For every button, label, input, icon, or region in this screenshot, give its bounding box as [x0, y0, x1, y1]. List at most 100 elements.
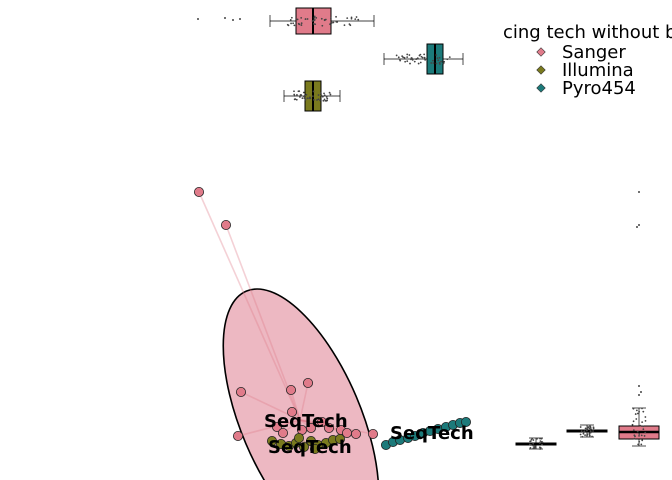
jitter-point: [530, 438, 533, 441]
data-point: [323, 422, 334, 433]
jitter-point: [644, 431, 647, 434]
jitter-point: [592, 426, 595, 429]
jitter-point: [409, 62, 411, 65]
jitter-point: [350, 16, 353, 19]
jitter-point: [410, 57, 413, 60]
jitter-point: [582, 432, 585, 435]
jitter-point: [532, 444, 535, 447]
jitter-point: [335, 15, 337, 18]
jitter-point: [330, 21, 333, 24]
spider-line: [299, 419, 330, 429]
jitter-point: [438, 56, 441, 59]
jitter-point: [643, 435, 646, 437]
jitter-point: [297, 22, 300, 25]
jitter-point: [313, 16, 316, 19]
jitter-point: [641, 439, 644, 442]
jitter-point: [421, 56, 424, 59]
jitter-point: [446, 58, 449, 61]
data-point: [235, 386, 246, 397]
jitter-point: [302, 91, 305, 94]
data-point: [286, 406, 297, 417]
jitter-point: [530, 444, 532, 446]
data-point: [220, 219, 231, 230]
jitter-point: [536, 437, 538, 440]
jitter-point: [415, 58, 417, 61]
top-marginal-boxplots: [197, 7, 464, 112]
jitter-point: [532, 439, 535, 441]
jitter-point: [309, 97, 312, 100]
jitter-point: [424, 58, 427, 61]
jitter-point: [435, 54, 438, 56]
jitter-point: [440, 60, 443, 63]
jitter-point: [640, 434, 643, 437]
spider-line: [290, 389, 301, 421]
data-point: [316, 416, 327, 427]
data-point: [285, 384, 296, 395]
jitter-point: [305, 93, 308, 96]
jitter-point: [304, 98, 307, 101]
jitter-point: [408, 54, 411, 56]
jitter-point: [312, 90, 315, 93]
jitter-point: [354, 18, 357, 20]
data-point: [266, 435, 277, 446]
jitter-point: [316, 99, 318, 101]
jitter-point: [413, 60, 416, 63]
legend: cing tech without b SangerIlluminaPyro45…: [503, 22, 672, 99]
jitter-point: [423, 56, 426, 59]
plot-area: SeqTech SeqTech SeqTech: [193, 186, 474, 480]
jitter-point: [293, 24, 296, 27]
jitter-point: [432, 62, 435, 64]
jitter-point: [295, 98, 298, 101]
jitter-point: [635, 409, 638, 412]
jitter-point: [401, 55, 404, 58]
data-point: [232, 430, 243, 441]
jitter-point: [642, 428, 645, 431]
outlier-point: [638, 191, 640, 193]
jitter-point: [581, 435, 584, 438]
jitter-point: [335, 21, 338, 23]
jitter-point: [325, 96, 328, 98]
legend-label: Sanger: [562, 42, 626, 63]
jitter-point: [322, 99, 325, 102]
jitter-point: [348, 23, 351, 26]
jitter-point: [529, 446, 532, 449]
jitter-point: [438, 63, 441, 65]
outlier-point: [638, 394, 640, 396]
jitter-point: [591, 435, 593, 438]
boxplot: [566, 424, 608, 438]
centroid-label: SeqTech: [264, 411, 348, 432]
jitter-point: [586, 428, 589, 430]
jitter-point: [300, 16, 303, 19]
jitter-point: [301, 97, 304, 100]
jitter-point: [298, 90, 301, 93]
jitter-point: [590, 428, 592, 430]
jitter-point: [300, 94, 302, 96]
jitter-point: [638, 410, 641, 413]
jitter-point: [539, 440, 542, 443]
data-point: [293, 432, 304, 443]
jitter-point: [585, 429, 588, 432]
jitter-point: [292, 22, 295, 25]
outlier-point: [636, 226, 638, 228]
jitter-point: [579, 433, 582, 436]
legend-title: cing tech without b: [503, 22, 672, 43]
jitter-point: [644, 416, 647, 418]
jitter-point: [350, 17, 353, 20]
jitter-point: [304, 96, 306, 99]
jitter-point: [584, 427, 587, 430]
jitter-point: [631, 423, 634, 426]
jitter-point: [321, 95, 324, 98]
jitter-point: [343, 24, 346, 27]
spider-line: [299, 419, 374, 435]
jitter-point: [287, 24, 290, 27]
jitter-point: [641, 407, 643, 410]
outlier-point: [224, 17, 226, 19]
jitter-point: [321, 24, 324, 27]
jitter-point: [332, 21, 335, 24]
jitter-point: [293, 90, 295, 93]
jitter-point: [403, 56, 406, 59]
jitter-point: [589, 431, 592, 434]
data-point: [302, 377, 313, 388]
right-marginal-boxplots: [515, 191, 660, 450]
